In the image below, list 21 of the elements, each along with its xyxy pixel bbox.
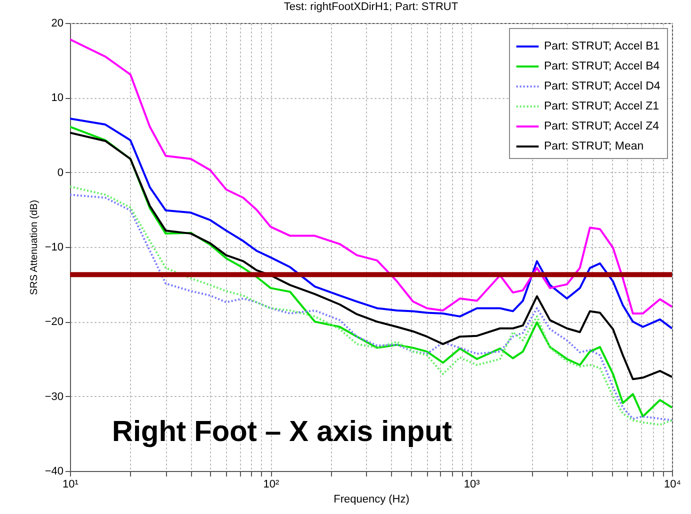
y-tick-label: −10: [44, 242, 64, 254]
x-tick-label: 10²: [263, 478, 280, 490]
chart-title: Test: rightFootXDirH1; Part: STRUT: [284, 1, 458, 13]
y-tick-label: −30: [44, 390, 64, 403]
y-axis-title: SRS Attenuation (dB): [28, 200, 40, 296]
x-axis-title: Frequency (Hz): [334, 494, 410, 506]
y-tick-label: −40: [44, 466, 64, 478]
legend-label: Part: STRUT; Accel Z1: [544, 100, 660, 112]
y-tick-label: −20: [44, 316, 64, 328]
annotation: Right Foot – X axis input: [112, 416, 452, 448]
legend-label: Part: STRUT; Accel B4: [544, 60, 660, 72]
x-tick-label: 10¹: [62, 478, 79, 490]
legend-label: Part: STRUT; Accel B1: [544, 40, 660, 52]
y-tick-label: 10: [51, 92, 64, 104]
x-tick-label: 10³: [464, 478, 480, 490]
legend-label: Part: STRUT; Accel D4: [544, 80, 661, 92]
x-tick-label: 10⁴: [664, 478, 682, 490]
y-tick-label: 20: [51, 18, 64, 30]
legend-label: Part: STRUT; Mean: [544, 140, 644, 152]
legend-label: Part: STRUT; Accel Z4: [544, 120, 660, 132]
y-tick-label: 0: [57, 166, 64, 179]
